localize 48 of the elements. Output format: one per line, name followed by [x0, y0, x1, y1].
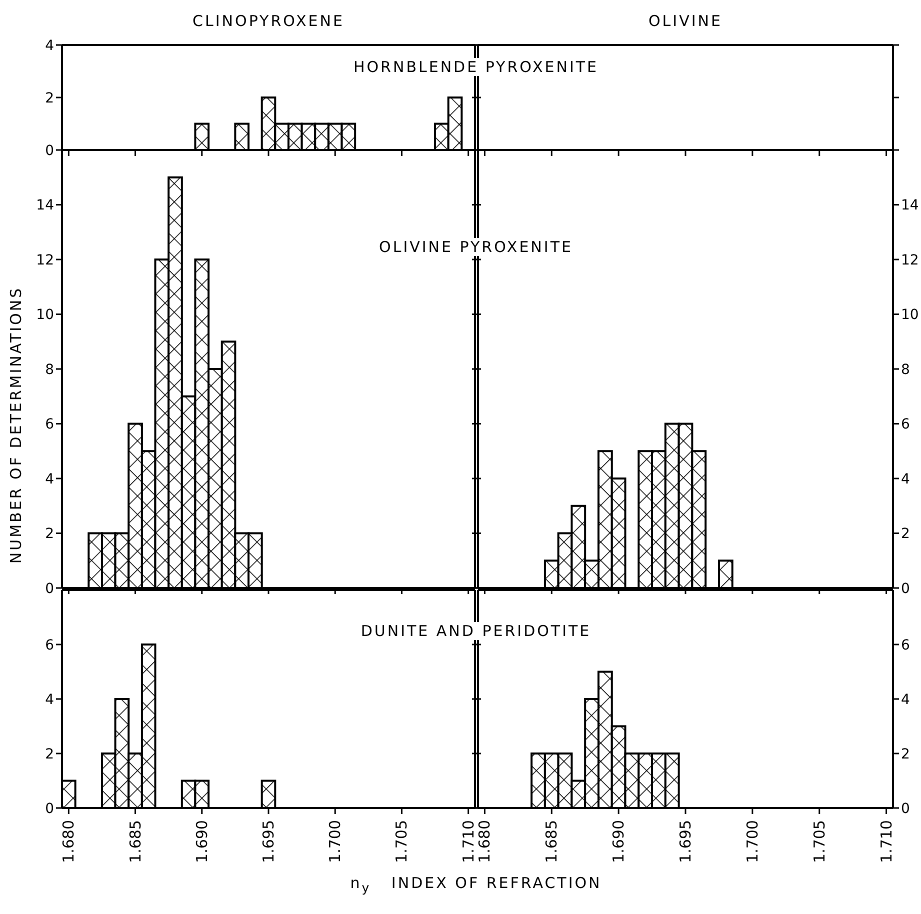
x-tick-label: 1.700 — [326, 820, 344, 863]
x-tick-label: 1.700 — [743, 820, 762, 863]
y-tick-label: 2 — [901, 526, 910, 542]
y-tick-label: 4 — [901, 471, 910, 488]
y-tick-label: 0 — [901, 800, 910, 817]
x-tick-label: 1.705 — [810, 820, 828, 863]
x-tick-label: 1.710 — [877, 820, 896, 863]
annotation: DUNITE AND PERIDOTITE — [356, 622, 596, 640]
x-tick-label: 1.695 — [676, 820, 694, 863]
y-tick-label: 8 — [901, 362, 910, 378]
y-tick-label: 14 — [901, 198, 919, 214]
y-tick-label: 12 — [36, 252, 54, 268]
y-axis-title: NUMBER OF DETERMINATIONS — [7, 285, 25, 566]
x-tick-label: 1.690 — [192, 820, 211, 863]
x-tick-label: 1.705 — [392, 820, 411, 863]
y-tick-label: 14 — [36, 198, 54, 214]
chart-title: OLIVINE — [648, 12, 724, 30]
y-tick-label: 0 — [45, 580, 54, 597]
y-tick-label: 4 — [901, 692, 910, 708]
y-tick-label: 0 — [45, 800, 54, 817]
y-tick-label: 2 — [45, 90, 54, 106]
y-tick-label: 8 — [45, 362, 54, 378]
x-tick-label: 1.710 — [459, 820, 478, 863]
x-tick-label: 1.685 — [542, 820, 561, 863]
x-tick-label: 1.680 — [476, 820, 494, 863]
y-tick-label: 4 — [45, 692, 54, 708]
y-tick-label: 2 — [901, 746, 910, 762]
x-tick-label: 1.680 — [60, 820, 78, 863]
y-tick-label: 6 — [45, 637, 54, 654]
y-tick-label: 6 — [901, 637, 910, 654]
annotation: HORNBLENDE PYROXENITE — [349, 58, 603, 76]
y-tick-label: 0 — [901, 580, 910, 597]
y-tick-label: 6 — [45, 416, 54, 433]
chart-title: CLINOPYROXENE — [192, 12, 346, 30]
y-tick-label: 4 — [45, 38, 54, 54]
y-tick-label: 2 — [45, 746, 54, 762]
y-tick-label: 12 — [901, 252, 919, 268]
x-tick-label: 1.695 — [260, 820, 278, 863]
x-tick-label: 1.690 — [610, 820, 628, 863]
y-tick-label: 10 — [36, 307, 54, 324]
y-tick-label: 6 — [901, 416, 910, 433]
text: n$_{y}$ INDEX OF REFRACTION — [350, 874, 602, 895]
annotation: OLIVINE PYROXENITE — [375, 238, 577, 256]
y-tick-label: 2 — [45, 526, 54, 542]
y-tick-label: 0 — [45, 142, 54, 159]
y-tick-label: 4 — [45, 471, 54, 488]
y-tick-label: 10 — [901, 307, 919, 324]
x-tick-label: 1.685 — [126, 820, 144, 863]
